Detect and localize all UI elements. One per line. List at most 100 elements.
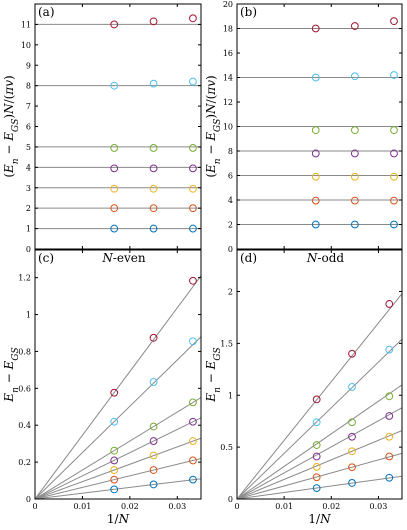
y-tick-label: 1.5 xyxy=(220,339,233,348)
y-tick-label: 16 xyxy=(223,49,233,58)
data-point xyxy=(350,149,359,158)
data-point xyxy=(348,463,356,472)
x-tick-label: 0.02 xyxy=(322,502,340,511)
data-point xyxy=(390,17,398,26)
data-point xyxy=(149,17,158,26)
data-point xyxy=(385,412,394,420)
data-point xyxy=(149,164,158,173)
data-point xyxy=(390,71,398,79)
data-point xyxy=(385,452,394,461)
data-point xyxy=(385,473,394,482)
y-tick-label: 4 xyxy=(26,163,31,172)
y-tick-label: 0 xyxy=(26,495,31,504)
panel-1: 0 2 4 6 8 10 12 14 16 18 20 (b) (En − EGS)N/(πv) xyxy=(204,0,403,254)
data-point xyxy=(385,345,394,354)
y-tick-label: 4 xyxy=(228,196,233,205)
data-point xyxy=(385,392,394,401)
data-point xyxy=(149,422,158,431)
data-point xyxy=(110,446,119,455)
data-point xyxy=(189,437,197,445)
x-tick-label: 0.01 xyxy=(275,502,293,511)
data-point xyxy=(110,485,119,494)
panel-3: 0 0.5 1 1.5 2 0 0.01 0.02 0.03 (d) N-odd En − EGS 1/… xyxy=(204,249,403,526)
data-point xyxy=(110,475,119,484)
data-point xyxy=(110,417,119,426)
y-tick-label: 0.6 xyxy=(18,384,31,393)
y-tick-label: 6 xyxy=(228,172,233,181)
data-point xyxy=(312,441,321,449)
data-point xyxy=(149,224,158,233)
y-tick-label: 10 xyxy=(223,123,233,132)
plot-frame xyxy=(236,249,403,500)
data-point xyxy=(311,73,320,82)
data-point xyxy=(348,418,356,427)
x-tick-label: 0.01 xyxy=(74,502,92,511)
data-point xyxy=(390,172,398,181)
y-axis-label: En − EGS xyxy=(2,347,21,402)
data-point xyxy=(312,462,321,471)
fit-line xyxy=(35,397,201,499)
data-point xyxy=(390,126,398,135)
data-point xyxy=(110,144,119,152)
data-point xyxy=(350,172,359,181)
data-point xyxy=(189,144,197,152)
y-tick-label: 0.5 xyxy=(220,443,233,452)
y-tick-label: 5 xyxy=(26,143,31,152)
data-point xyxy=(312,395,321,404)
data-point xyxy=(311,149,320,158)
data-point xyxy=(312,473,321,482)
panel-tag: (d) xyxy=(240,251,257,265)
data-point xyxy=(311,24,320,33)
data-point xyxy=(385,432,394,441)
data-point xyxy=(312,484,321,493)
y-tick-label: 7 xyxy=(26,102,31,111)
data-point xyxy=(110,388,119,397)
data-point xyxy=(110,184,119,193)
data-point xyxy=(189,398,197,407)
data-point xyxy=(189,456,197,465)
fit-line xyxy=(237,384,402,499)
data-point xyxy=(189,77,197,86)
x-axis-label: 1/N xyxy=(308,512,331,526)
x-tick-label: 0.03 xyxy=(168,502,186,511)
y-tick-label: 0.4 xyxy=(18,421,31,430)
fit-line xyxy=(35,275,201,499)
data-point xyxy=(348,432,356,441)
data-point xyxy=(189,417,197,426)
data-point xyxy=(149,378,158,386)
x-axis-label: 1/N xyxy=(107,512,130,526)
fit-line xyxy=(237,475,402,499)
y-axis-label: (En − EGS)N/(πv) xyxy=(204,75,223,177)
data-point xyxy=(149,466,158,474)
fit-line xyxy=(35,437,201,499)
data-point xyxy=(110,164,119,173)
x-tick-label: 0 xyxy=(234,502,239,511)
y-tick-label: 2 xyxy=(26,204,31,213)
y-tick-label: 9 xyxy=(26,61,31,70)
data-point xyxy=(348,479,356,487)
fit-line xyxy=(35,417,201,499)
fit-line xyxy=(35,457,201,499)
y-tick-label: 0.8 xyxy=(18,347,31,356)
y-tick-label: 1 xyxy=(228,391,233,400)
data-point xyxy=(149,333,158,342)
panel-title: N-even xyxy=(101,251,146,265)
y-tick-label: 0 xyxy=(228,495,233,504)
data-point xyxy=(350,72,359,81)
data-point xyxy=(189,337,197,346)
data-point xyxy=(149,451,158,460)
data-point xyxy=(149,437,158,445)
data-point xyxy=(110,81,119,90)
fit-line xyxy=(237,407,402,499)
data-point xyxy=(390,196,398,205)
y-tick-label: 1 xyxy=(26,311,31,320)
data-point xyxy=(110,20,119,29)
fit-line xyxy=(237,293,402,499)
data-point xyxy=(110,204,119,213)
plot-frame xyxy=(34,249,202,500)
fit-line xyxy=(35,336,201,499)
data-point xyxy=(149,480,158,489)
data-point xyxy=(348,383,356,391)
data-point xyxy=(311,196,320,205)
data-point xyxy=(350,126,359,135)
